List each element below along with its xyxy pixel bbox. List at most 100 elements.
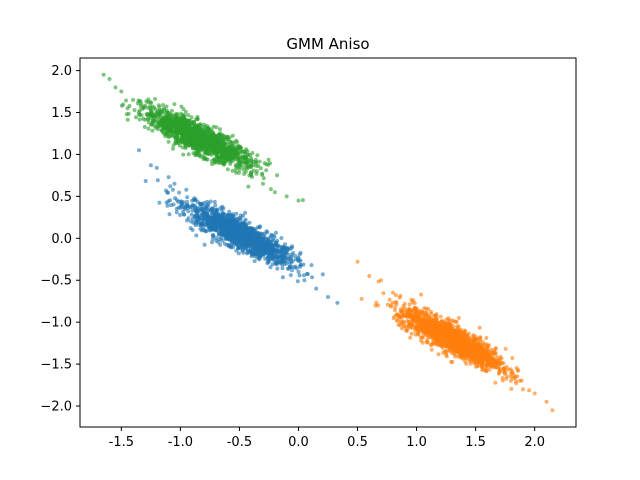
data-point (230, 168, 235, 173)
data-point (455, 324, 460, 329)
data-point (272, 254, 277, 259)
data-point (233, 227, 238, 232)
data-point (449, 326, 454, 331)
data-point (219, 208, 224, 213)
data-point (189, 115, 194, 120)
data-point (431, 339, 436, 344)
data-point (230, 229, 235, 234)
data-point (236, 150, 241, 155)
data-point (178, 199, 183, 204)
data-point (484, 351, 489, 356)
data-point (246, 184, 251, 189)
data-point (196, 220, 201, 225)
x-tick-label: 2.0 (524, 435, 545, 450)
data-point (404, 328, 409, 333)
y-tick-label: −1.0 (40, 316, 72, 331)
data-point (233, 150, 238, 155)
data-point (205, 124, 210, 128)
data-point (169, 108, 174, 113)
data-point (202, 132, 207, 137)
data-point (243, 169, 248, 174)
data-point (279, 236, 284, 240)
data-point (447, 340, 452, 345)
data-point (202, 242, 207, 247)
data-point (493, 380, 498, 385)
data-point (183, 135, 188, 140)
data-point (194, 117, 199, 122)
data-point (236, 251, 241, 256)
data-point (295, 279, 300, 284)
data-point (186, 216, 191, 221)
data-point (186, 209, 191, 214)
data-point (178, 213, 183, 217)
data-point (416, 332, 421, 337)
data-point (274, 260, 278, 265)
data-point (175, 134, 180, 139)
data-point (215, 207, 220, 212)
data-point (230, 156, 235, 161)
data-point (280, 275, 285, 280)
data-point (391, 290, 395, 295)
data-point (236, 241, 241, 246)
data-point (502, 371, 507, 376)
data-point (266, 157, 271, 162)
data-point (154, 110, 159, 115)
data-point (165, 114, 170, 119)
data-point (387, 297, 392, 302)
data-point (232, 234, 236, 239)
data-point (258, 224, 263, 229)
x-tick-label: -1.0 (168, 435, 193, 450)
data-point (443, 349, 448, 354)
data-point (185, 199, 189, 204)
data-point (193, 198, 198, 203)
data-point (217, 219, 221, 224)
data-point (275, 266, 280, 271)
data-point (173, 196, 177, 201)
data-point (173, 117, 177, 122)
data-point (501, 361, 506, 365)
data-point (113, 85, 118, 90)
data-point (509, 378, 513, 383)
data-point (355, 259, 360, 264)
data-point (178, 115, 183, 120)
data-point (473, 353, 478, 358)
data-point (165, 203, 170, 208)
data-point (235, 219, 240, 224)
data-point (424, 310, 429, 315)
data-point (181, 209, 185, 214)
data-point (225, 156, 230, 161)
data-point (280, 247, 284, 252)
data-point (480, 340, 485, 344)
data-point (392, 308, 397, 313)
data-point (275, 173, 280, 178)
data-point (166, 175, 171, 180)
y-tick-label: 1.5 (51, 106, 72, 121)
data-point (194, 233, 199, 238)
data-point (266, 260, 270, 264)
data-point (107, 77, 112, 81)
data-point (453, 319, 458, 324)
data-point (410, 318, 415, 323)
data-point (257, 159, 262, 164)
x-tick-label: 1.0 (406, 435, 427, 450)
data-point (481, 353, 485, 358)
data-point (190, 208, 195, 213)
data-point (149, 109, 154, 114)
data-point (407, 302, 412, 307)
data-point (274, 248, 279, 253)
data-point (435, 320, 440, 325)
data-point (464, 340, 469, 345)
axes-layer: -1.5 -1.0 -0.5 0.0 0.5 1.0 1.5 2.02.01.51.00.50… (40, 64, 545, 450)
data-point (466, 331, 471, 336)
data-point (213, 138, 218, 143)
data-point (181, 107, 186, 112)
data-point (209, 146, 214, 151)
data-point (271, 238, 276, 243)
data-point (381, 291, 386, 296)
data-point (168, 134, 172, 139)
data-point (248, 249, 253, 254)
data-point (209, 127, 214, 132)
data-point (286, 256, 291, 261)
data-point (268, 161, 272, 166)
